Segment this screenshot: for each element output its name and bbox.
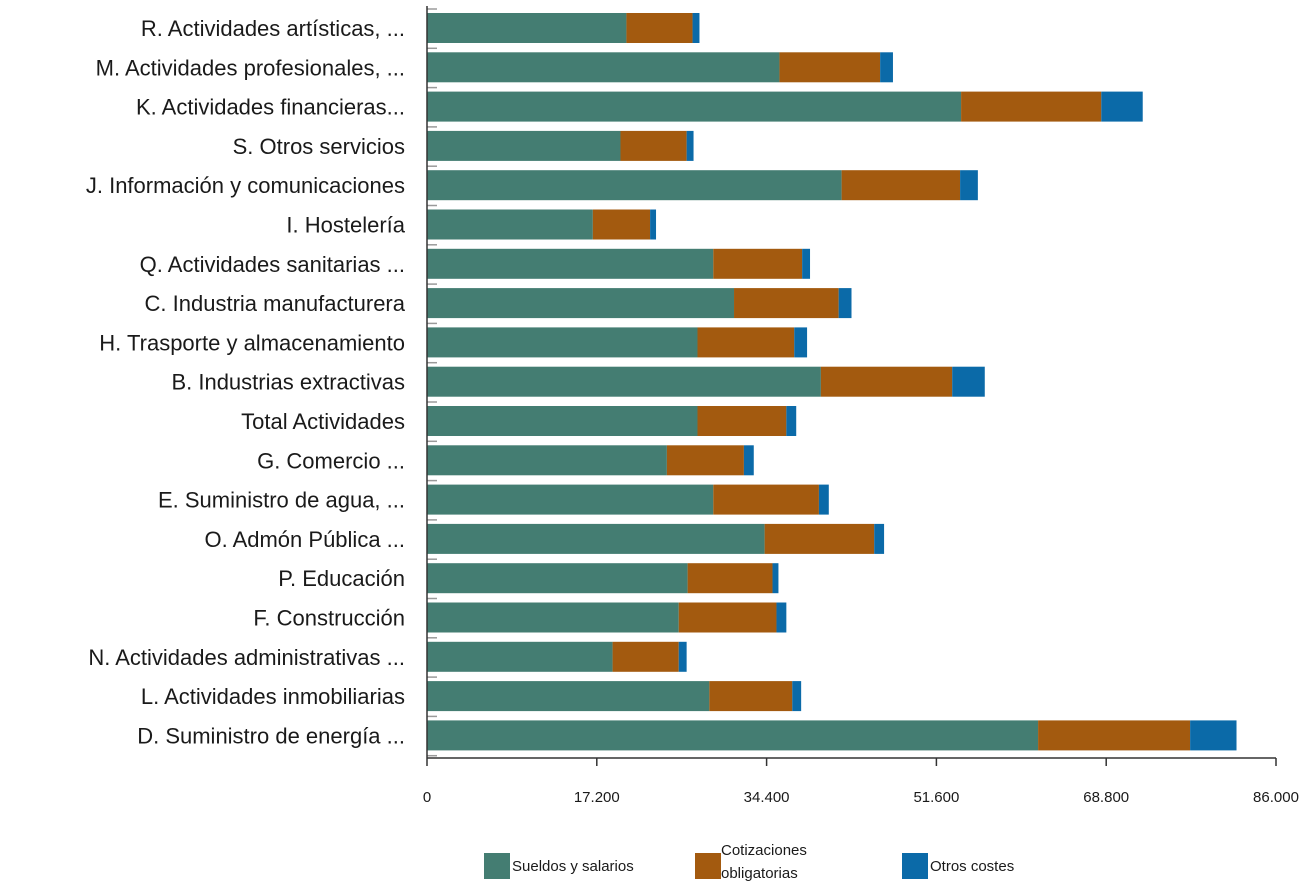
bar-segment-1 — [427, 327, 698, 358]
bar-segment-3 — [1101, 91, 1143, 122]
bar-segment-1 — [427, 602, 679, 633]
bar-segment-1 — [427, 720, 1039, 751]
bar-segment-1 — [427, 52, 780, 83]
bar-segment-2 — [820, 366, 953, 397]
bar-segment-3 — [743, 445, 754, 476]
bar-segment-3 — [776, 602, 787, 633]
category-label: E. Suministro de agua, ... — [158, 488, 405, 513]
bar-segment-2 — [620, 130, 687, 161]
bar-segment-2 — [697, 406, 787, 436]
category-label: D. Suministro de energía ... — [137, 723, 405, 748]
category-label: J. Información y comunicaciones — [86, 173, 405, 198]
bar-segment-1 — [427, 130, 621, 161]
bar-segment-1 — [427, 406, 698, 436]
category-label: F. Construcción — [253, 606, 405, 631]
bar-segment-3 — [794, 327, 808, 358]
bar-segment-2 — [709, 681, 793, 712]
bar-segment-3 — [1190, 720, 1237, 751]
x-tick-label: 51.600 — [913, 789, 959, 806]
bar-segment-2 — [678, 602, 777, 633]
bar-segment-3 — [792, 681, 802, 712]
bar-segment-1 — [427, 91, 962, 122]
legend-label: Otros costes — [930, 858, 1014, 875]
category-label: N. Actividades administrativas ... — [88, 645, 405, 670]
bar-segment-2 — [841, 170, 961, 201]
bar-segment-3 — [802, 248, 811, 279]
bar-segment-3 — [678, 641, 687, 672]
bar-segment-2 — [626, 13, 693, 43]
bar-segment-3 — [772, 563, 779, 594]
bar-segment-3 — [874, 523, 885, 554]
category-label: H. Trasporte y almacenamiento — [99, 330, 405, 355]
bar-segment-1 — [427, 641, 613, 672]
category-label: P. Educación — [278, 566, 405, 591]
bar-segment-1 — [427, 523, 765, 554]
category-label: K. Actividades financieras... — [136, 95, 405, 120]
bar-segment-3 — [692, 13, 700, 43]
bar-segment-1 — [427, 288, 735, 319]
category-label: I. Hostelería — [286, 213, 405, 238]
bar-segment-1 — [427, 170, 842, 201]
bar-segment-2 — [697, 327, 795, 358]
category-label: O. Admón Pública ... — [204, 527, 405, 552]
bar-segment-2 — [1038, 720, 1191, 751]
bar-segment-3 — [686, 130, 694, 161]
bar-segment-3 — [818, 484, 829, 515]
bar-segment-2 — [713, 484, 819, 515]
category-label: B. Industrias extractivas — [171, 370, 405, 395]
bar-segment-2 — [592, 209, 651, 240]
category-label: L. Actividades inmobiliarias — [141, 684, 405, 709]
bar-segment-2 — [734, 288, 839, 319]
x-tick-label: 34.400 — [744, 789, 790, 806]
category-label: M. Actividades profesionales, ... — [96, 55, 405, 80]
bar-segment-1 — [427, 366, 821, 397]
category-label: Total Actividades — [241, 409, 405, 434]
bar-segment-2 — [779, 52, 881, 83]
x-tick-label: 86.000 — [1253, 789, 1299, 806]
bar-segment-2 — [713, 248, 803, 279]
bar-segment-3 — [650, 209, 657, 240]
legend-swatch — [484, 853, 510, 879]
bar-segment-2 — [612, 641, 679, 672]
bar-segment-3 — [786, 406, 797, 436]
x-tick-label: 68.800 — [1083, 789, 1129, 806]
bar-segment-2 — [666, 445, 744, 476]
bar-segment-1 — [427, 445, 667, 476]
bar-segment-1 — [427, 563, 688, 594]
legend-label: Sueldos y salarios — [512, 858, 634, 875]
bar-segment-2 — [961, 91, 1102, 122]
category-label: S. Otros servicios — [233, 134, 405, 159]
bar-segment-3 — [880, 52, 893, 83]
category-label: G. Comercio ... — [257, 448, 405, 473]
category-label: Q. Actividades sanitarias ... — [140, 252, 405, 277]
bar-segment-3 — [838, 288, 852, 319]
bar-segment-2 — [687, 563, 773, 594]
legend-swatch — [695, 853, 721, 879]
x-tick-label: 0 — [423, 789, 431, 806]
legend-label: Cotizaciones obligatorias — [721, 842, 807, 882]
x-tick-label: 17.200 — [574, 789, 620, 806]
bar-segment-3 — [952, 366, 985, 397]
category-label: C. Industria manufacturera — [145, 291, 406, 316]
bar-segment-1 — [427, 484, 714, 515]
bar-segment-3 — [960, 170, 978, 201]
bar-segment-1 — [427, 248, 714, 279]
bar-segment-1 — [427, 13, 627, 43]
legend-swatch — [902, 853, 928, 879]
bar-segment-1 — [427, 209, 593, 240]
bar-segment-2 — [764, 523, 875, 554]
category-label: R. Actividades artísticas, ... — [141, 16, 405, 41]
bar-segment-1 — [427, 681, 710, 712]
